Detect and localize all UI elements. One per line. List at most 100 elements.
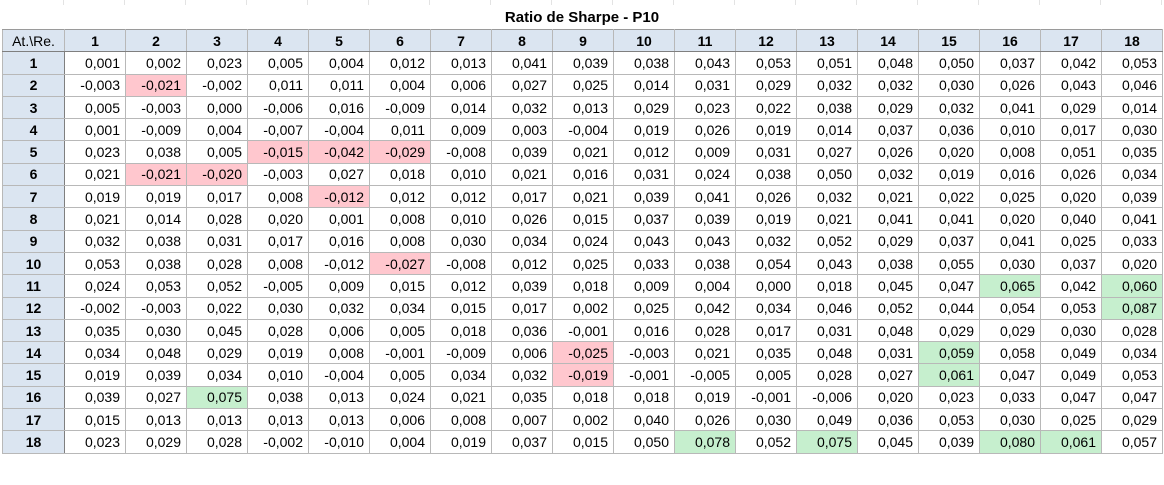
table-cell[interactable]: 0,020: [247, 207, 309, 231]
table-cell[interactable]: 0,034: [735, 296, 797, 320]
row-header-5[interactable]: 5: [2, 140, 65, 164]
table-cell[interactable]: 0,034: [1101, 162, 1163, 187]
table-cell[interactable]: 0,020: [1101, 251, 1163, 276]
table-cell[interactable]: 0,050: [796, 162, 858, 187]
table-cell[interactable]: -0,001: [613, 363, 675, 387]
table-cell[interactable]: 0,036: [857, 408, 919, 432]
table-cell[interactable]: 0,021: [491, 162, 553, 187]
table-cell[interactable]: 0,042: [1040, 51, 1102, 75]
table-cell[interactable]: 0,029: [857, 229, 919, 253]
table-cell[interactable]: 0,009: [430, 118, 492, 142]
table-cell[interactable]: -0,010: [308, 430, 370, 454]
row-header-16[interactable]: 16: [2, 385, 65, 410]
table-cell[interactable]: -0,003: [64, 73, 126, 97]
table-cell[interactable]: -0,015: [247, 140, 309, 164]
table-cell[interactable]: 0,020: [1040, 185, 1102, 209]
table-cell[interactable]: -0,005: [674, 363, 736, 387]
table-cell[interactable]: -0,004: [308, 363, 370, 387]
row-header-17[interactable]: 17: [2, 408, 65, 432]
column-header-2[interactable]: 2: [125, 28, 187, 53]
table-cell[interactable]: 0,026: [1040, 162, 1102, 187]
table-cell[interactable]: 0,029: [125, 430, 187, 454]
table-cell[interactable]: 0,049: [1040, 363, 1102, 387]
table-cell[interactable]: 0,004: [308, 51, 370, 75]
table-cell[interactable]: 0,030: [247, 296, 309, 320]
table-cell[interactable]: 0,026: [857, 140, 919, 164]
table-cell[interactable]: 0,021: [64, 162, 126, 187]
column-header-3[interactable]: 3: [186, 28, 248, 53]
table-cell[interactable]: 0,052: [186, 274, 248, 298]
table-cell[interactable]: 0,019: [430, 430, 492, 454]
table-cell[interactable]: 0,053: [1101, 363, 1163, 387]
table-cell[interactable]: 0,010: [430, 162, 492, 187]
table-cell[interactable]: 0,047: [1101, 385, 1163, 410]
table-cell[interactable]: 0,027: [308, 162, 370, 187]
table-cell[interactable]: 0,018: [369, 162, 431, 187]
table-cell[interactable]: 0,039: [1101, 185, 1163, 209]
table-cell[interactable]: 0,039: [491, 274, 553, 298]
table-cell[interactable]: 0,015: [552, 207, 614, 231]
table-cell[interactable]: 0,044: [918, 296, 980, 320]
table-cell[interactable]: 0,026: [674, 118, 736, 142]
table-cell[interactable]: 0,054: [735, 251, 797, 276]
table-cell[interactable]: 0,017: [491, 296, 553, 320]
table-cell[interactable]: 0,032: [857, 73, 919, 97]
table-cell[interactable]: 0,005: [64, 95, 126, 120]
table-cell[interactable]: 0,020: [979, 207, 1041, 231]
table-cell[interactable]: -0,029: [369, 140, 431, 164]
table-cell[interactable]: -0,008: [430, 140, 492, 164]
table-cell[interactable]: 0,011: [308, 73, 370, 97]
table-cell[interactable]: 0,022: [918, 185, 980, 209]
table-cell[interactable]: 0,041: [918, 207, 980, 231]
table-cell[interactable]: 0,050: [918, 51, 980, 75]
table-cell[interactable]: 0,049: [1040, 341, 1102, 365]
table-cell[interactable]: 0,045: [857, 430, 919, 454]
table-cell[interactable]: 0,029: [1040, 95, 1102, 120]
table-cell[interactable]: 0,053: [1101, 51, 1163, 75]
table-cell[interactable]: 0,037: [918, 229, 980, 253]
table-cell[interactable]: 0,009: [613, 274, 675, 298]
table-cell[interactable]: 0,006: [491, 341, 553, 365]
table-cell[interactable]: 0,006: [430, 73, 492, 97]
table-cell[interactable]: 0,030: [125, 318, 187, 343]
table-cell[interactable]: 0,047: [979, 363, 1041, 387]
table-cell[interactable]: 0,030: [1040, 318, 1102, 343]
table-cell[interactable]: -0,007: [247, 118, 309, 142]
table-cell[interactable]: 0,015: [430, 296, 492, 320]
table-cell[interactable]: -0,002: [186, 73, 248, 97]
table-cell[interactable]: 0,030: [979, 251, 1041, 276]
table-cell[interactable]: 0,012: [369, 51, 431, 75]
table-cell[interactable]: 0,055: [918, 251, 980, 276]
table-cell[interactable]: 0,014: [430, 95, 492, 120]
table-cell[interactable]: 0,046: [1101, 73, 1163, 97]
table-cell[interactable]: 0,018: [430, 318, 492, 343]
table-cell[interactable]: 0,012: [613, 140, 675, 164]
table-cell[interactable]: 0,005: [186, 140, 248, 164]
table-cell[interactable]: 0,012: [430, 185, 492, 209]
table-cell[interactable]: 0,037: [979, 51, 1041, 75]
table-cell[interactable]: 0,046: [796, 296, 858, 320]
table-cell[interactable]: 0,053: [64, 251, 126, 276]
table-cell[interactable]: 0,027: [125, 385, 187, 410]
table-cell[interactable]: 0,087: [1101, 296, 1163, 320]
table-cell[interactable]: 0,022: [735, 95, 797, 120]
table-cell[interactable]: 0,039: [552, 51, 614, 75]
table-cell[interactable]: 0,016: [308, 229, 370, 253]
table-cell[interactable]: 0,051: [1040, 140, 1102, 164]
table-cell[interactable]: 0,032: [491, 363, 553, 387]
table-cell[interactable]: 0,006: [369, 408, 431, 432]
table-cell[interactable]: 0,021: [796, 207, 858, 231]
table-cell[interactable]: 0,053: [1040, 296, 1102, 320]
table-cell[interactable]: -0,001: [735, 385, 797, 410]
table-cell[interactable]: -0,005: [247, 274, 309, 298]
table-cell[interactable]: 0,037: [857, 118, 919, 142]
table-cell[interactable]: 0,051: [796, 51, 858, 75]
table-cell[interactable]: 0,017: [491, 185, 553, 209]
table-cell[interactable]: 0,045: [857, 274, 919, 298]
row-header-10[interactable]: 10: [2, 251, 65, 276]
table-cell[interactable]: -0,021: [125, 73, 187, 97]
table-cell[interactable]: 0,035: [64, 318, 126, 343]
table-cell[interactable]: 0,019: [674, 385, 736, 410]
table-cell[interactable]: 0,038: [796, 95, 858, 120]
table-cell[interactable]: 0,031: [674, 73, 736, 97]
